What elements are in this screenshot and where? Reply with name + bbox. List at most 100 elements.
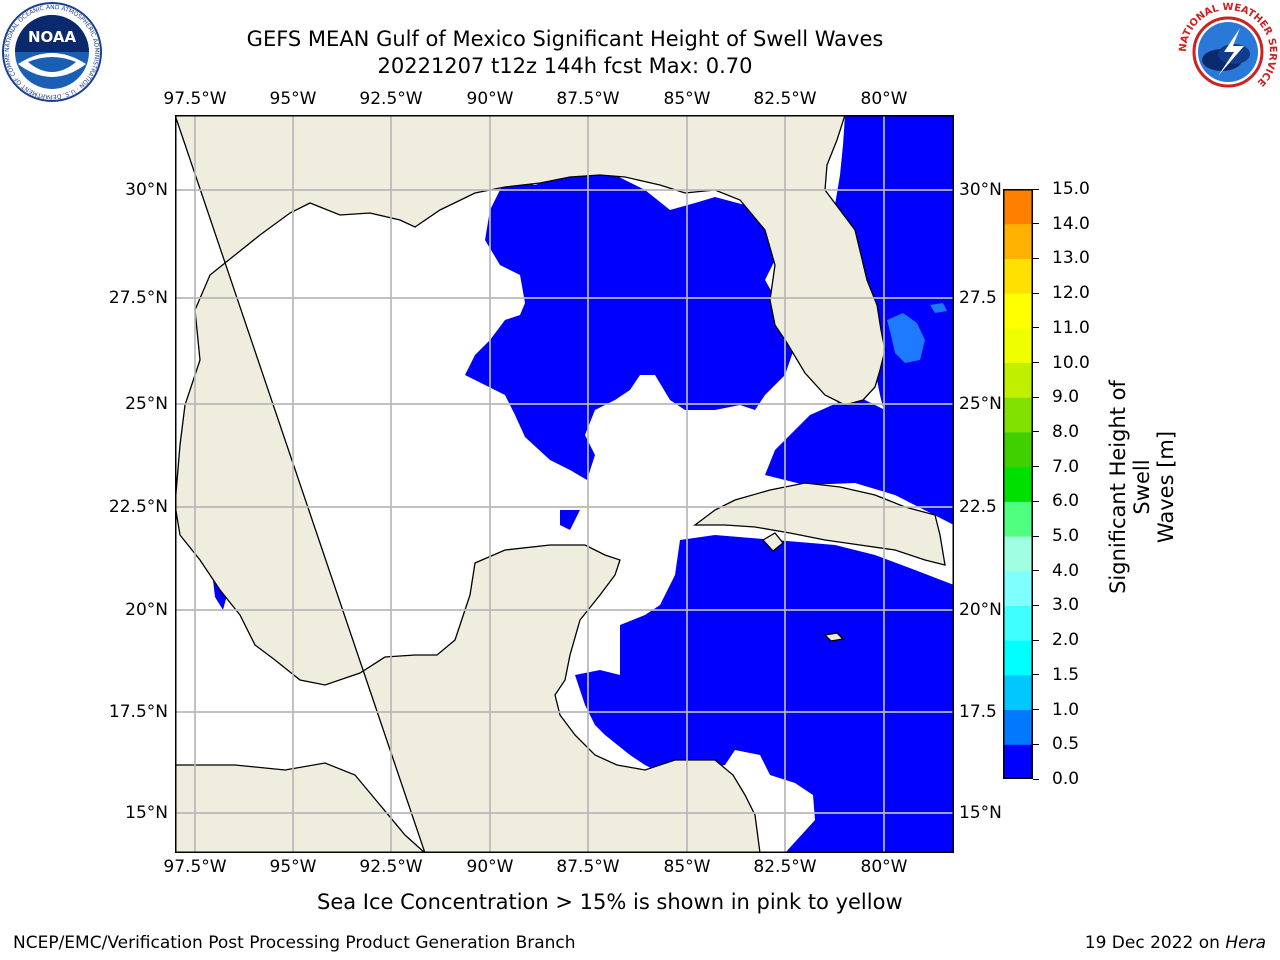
lon-tick-top: 92.5°W <box>359 89 423 109</box>
colorbar-tick-label: 8.0 <box>1052 421 1080 442</box>
map-gridlines <box>175 115 954 853</box>
colorbar-tick-label: 5.0 <box>1052 526 1080 547</box>
lat-tick-left: 15°N <box>125 803 168 823</box>
lon-tick-top: 82.5°W <box>753 89 817 109</box>
colorbar-label-line1: Significant Height of Swell <box>1106 380 1154 594</box>
colorbar-tick-mark <box>1033 709 1039 711</box>
lon-tick-top: 85°W <box>663 89 711 109</box>
colorbar-band <box>1003 640 1033 676</box>
colorbar-tick-label: 1.0 <box>1052 699 1080 720</box>
colorbar-tick-mark <box>1033 362 1039 364</box>
colorbar-tick-mark <box>1033 570 1039 572</box>
colorbar-tick-label: 12.0 <box>1052 283 1090 304</box>
colorbar-tick-mark <box>1033 431 1039 433</box>
colorbar-tick-label: 0.5 <box>1052 734 1080 755</box>
colorbar-tick-label: 9.0 <box>1052 387 1080 408</box>
colorbar-tick-label: 10.0 <box>1052 352 1090 373</box>
lon-tick-bottom: 82.5°W <box>753 857 817 877</box>
lon-tick-top: 95°W <box>269 89 317 109</box>
lon-tick-top: 90°W <box>466 89 514 109</box>
lat-tick-left: 17.5°N <box>108 702 168 722</box>
lat-tick-right: 30°N <box>959 180 1002 200</box>
colorbar-tick-label: 13.0 <box>1052 248 1090 269</box>
colorbar-tick-mark <box>1033 396 1039 398</box>
lon-tick-bottom: 95°W <box>269 857 317 877</box>
footer-date-text: 19 Dec 2022 on <box>1084 933 1226 953</box>
colorbar-band <box>1003 605 1033 641</box>
colorbar-tick-label: 6.0 <box>1052 491 1080 512</box>
lat-tick-right: 17.5 <box>959 702 997 722</box>
colorbar-tick-mark <box>1033 778 1039 780</box>
colorbar-label: Significant Height of Swell Waves [m] <box>1106 357 1178 617</box>
land-cuba <box>693 482 946 566</box>
footer-date: 19 Dec 2022 on Hera <box>1085 933 1266 953</box>
lon-tick-top: 80°W <box>860 89 908 109</box>
colorbar <box>1003 189 1033 780</box>
lat-tick-right: 25°N <box>959 394 1002 414</box>
colorbar-tick-label: 0.0 <box>1052 769 1080 789</box>
colorbar-band <box>1003 744 1033 780</box>
lat-tick-left: 22.5°N <box>108 497 168 517</box>
footer-machine: Hera <box>1225 933 1266 953</box>
swell-field-patch-bay <box>560 510 580 530</box>
colorbar-tick-mark <box>1033 257 1039 259</box>
colorbar-tick-mark <box>1033 674 1039 676</box>
map-svg <box>174 114 954 856</box>
lon-tick-bottom: 85°W <box>663 857 711 877</box>
colorbar-tick-mark <box>1033 639 1039 641</box>
colorbar-tick-label: 14.0 <box>1052 213 1090 234</box>
lat-tick-right: 22.5 <box>959 497 997 517</box>
colorbar-band <box>1003 709 1033 745</box>
colorbar-tick-label: 7.0 <box>1052 456 1080 477</box>
colorbar-band <box>1003 674 1033 711</box>
colorbar-tick-mark <box>1033 223 1039 225</box>
lon-tick-bottom: 80°W <box>860 857 908 877</box>
lon-tick-bottom: 97.5°W <box>163 857 227 877</box>
lat-tick-right: 20°N <box>959 600 1002 620</box>
colorbar-band <box>1003 189 1033 225</box>
chart-title: GEFS MEAN Gulf of Mexico Significant Hei… <box>246 27 884 51</box>
colorbar-tick-label: 4.0 <box>1052 560 1080 581</box>
colorbar-band <box>1003 362 1033 398</box>
swell-field-atlantic <box>835 115 954 510</box>
colorbar-tick-label: 2.0 <box>1052 630 1080 651</box>
colorbar-tick-mark <box>1033 535 1039 537</box>
lon-tick-top: 87.5°W <box>556 89 620 109</box>
swell-field-straits <box>765 395 954 525</box>
lat-tick-right: 27.5 <box>959 288 997 308</box>
colorbar-tick-mark <box>1033 466 1039 468</box>
colorbar-tick-mark <box>1033 327 1039 329</box>
colorbar-band <box>1003 223 1033 259</box>
nws-logo: NATIONAL WEATHER SERVICE <box>1178 2 1278 102</box>
colorbar-band <box>1003 327 1033 364</box>
noaa-logo-text: NOAA <box>28 28 77 46</box>
colorbar-tick-mark <box>1033 188 1039 190</box>
lon-tick-bottom: 92.5°W <box>359 857 423 877</box>
colorbar-tick-mark <box>1033 292 1039 294</box>
colorbar-band <box>1003 536 1033 572</box>
colorbar-tick-label: 1.5 <box>1052 664 1080 685</box>
land-isla-juventud <box>761 532 784 552</box>
colorbar-tick-label: 11.0 <box>1052 317 1090 338</box>
swell-field-patch-bahamas2 <box>930 303 947 313</box>
map-panel <box>174 114 954 856</box>
colorbar-band <box>1003 570 1033 606</box>
colorbar-band <box>1003 258 1033 294</box>
colorbar-svg <box>1003 189 1033 780</box>
lat-tick-left: 30°N <box>125 180 168 200</box>
colorbar-tick-label: 3.0 <box>1052 595 1080 616</box>
colorbar-tick-label: 15.0 <box>1052 179 1090 199</box>
lon-tick-top: 97.5°W <box>163 89 227 109</box>
colorbar-band <box>1003 293 1033 329</box>
chart-subtitle: 20221207 t12z 144h fcst Max: 0.70 <box>377 54 753 78</box>
colorbar-tick-mark <box>1033 604 1039 606</box>
noaa-logo: NOAA NATIONAL OCEANIC AND ATMOSPHERIC AD… <box>0 0 102 102</box>
colorbar-band <box>1003 466 1033 502</box>
lat-tick-right: 15°N <box>959 803 1002 823</box>
lat-tick-left: 27.5°N <box>108 288 168 308</box>
lat-tick-left: 20°N <box>125 600 168 620</box>
colorbar-band <box>1003 431 1033 468</box>
colorbar-frame <box>1003 189 1033 779</box>
lat-tick-left: 25°N <box>125 394 168 414</box>
map-frame <box>175 115 954 853</box>
